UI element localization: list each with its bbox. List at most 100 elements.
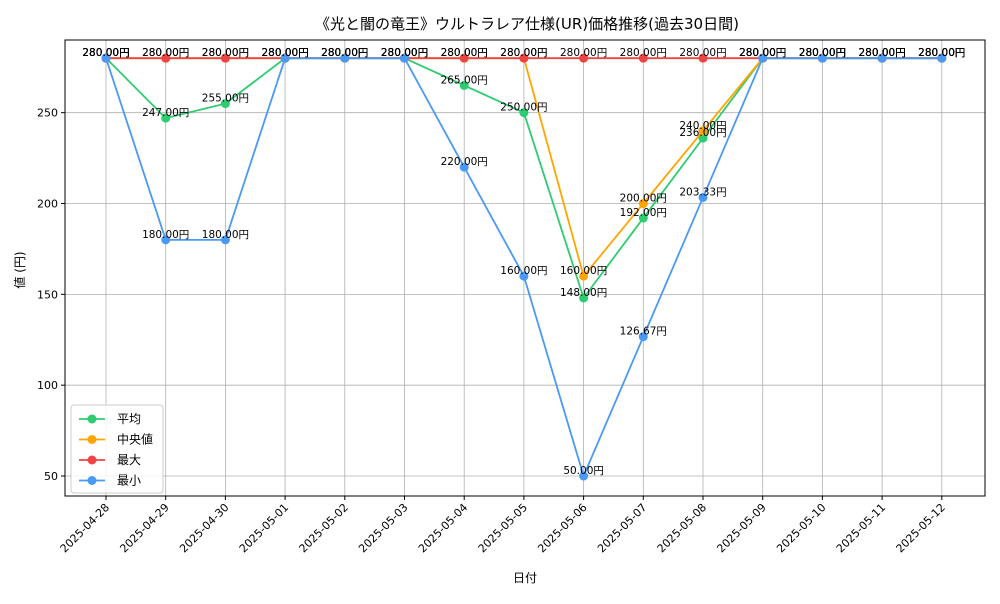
data-label: 280.00円 (381, 47, 428, 59)
data-label: 280.00円 (261, 47, 308, 59)
data-point (161, 113, 171, 123)
x-tick-label: 2025-04-28 (58, 501, 112, 555)
data-label: 180.00円 (202, 229, 249, 241)
legend-entry: 中央値 (117, 432, 153, 447)
data-label: 280.00円 (321, 47, 368, 59)
data-label: 247.00円 (142, 107, 189, 119)
data-point (579, 271, 589, 281)
legend-box (70, 404, 164, 494)
data-label: 280.00円 (799, 47, 846, 59)
data-label: 160.00円 (560, 265, 607, 277)
data-label: 280.00円 (82, 47, 129, 59)
data-label: 280.00円 (202, 47, 249, 59)
y-tick-label: 50 (44, 470, 58, 483)
data-label: 280.00円 (918, 47, 965, 59)
data-point (877, 53, 887, 63)
plot-frame (64, 39, 986, 497)
data-label: 126.67円 (620, 326, 667, 338)
x-tick-label: 2025-05-07 (595, 501, 649, 555)
data-label: 280.00円 (142, 47, 189, 59)
data-point (519, 53, 529, 63)
x-tick-label: 2025-04-29 (117, 501, 171, 555)
data-label: 50.00円 (563, 465, 604, 477)
x-tick-label: 2025-05-02 (297, 501, 351, 555)
data-label: 220.00円 (441, 156, 488, 168)
x-tick-label: 2025-05-10 (774, 501, 828, 555)
legend-marker (87, 435, 97, 444)
x-tick-label: 2025-05-09 (714, 501, 768, 555)
data-label: 280.00円 (82, 47, 129, 59)
data-label: 280.00円 (321, 47, 368, 59)
data-label: 280.00円 (858, 47, 905, 59)
x-tick-label: 2025-05-08 (655, 501, 709, 555)
data-point (579, 293, 589, 303)
data-label: 280.00円 (679, 47, 726, 59)
data-label: 280.00円 (261, 47, 308, 59)
data-label: 280.00円 (799, 47, 846, 59)
x-tick-label: 2025-04-30 (177, 501, 231, 555)
data-label: 280.00円 (381, 47, 428, 59)
data-label: 280.00円 (321, 47, 368, 59)
legend-marker (87, 455, 97, 465)
data-label: 280.00円 (799, 47, 846, 59)
data-point (519, 108, 529, 118)
data-point (101, 53, 111, 63)
data-label: 236.00円 (679, 127, 726, 139)
data-label: 280.00円 (381, 47, 428, 59)
data-point (698, 192, 708, 202)
data-label: 280.00円 (560, 47, 607, 59)
data-label: 280.00円 (858, 47, 905, 59)
data-label: 280.00円 (918, 47, 965, 59)
legend-entry: 最小 (117, 474, 141, 488)
data-point (638, 213, 648, 223)
data-point (340, 53, 350, 63)
x-tick-label: 2025-05-04 (416, 501, 470, 555)
data-label: 280.00円 (739, 47, 786, 59)
data-point (817, 53, 827, 63)
data-point (638, 199, 648, 209)
data-point (400, 53, 409, 63)
data-label: 280.00円 (799, 47, 846, 59)
data-label: 280.00円 (739, 47, 786, 59)
legend-marker (87, 414, 97, 424)
data-label: 280.00円 (381, 47, 428, 59)
data-point (220, 99, 230, 109)
data-label: 280.00円 (739, 47, 786, 59)
x-tick-label: 2025-05-11 (834, 501, 888, 555)
data-point (220, 235, 230, 245)
data-label: 280.00円 (202, 47, 249, 59)
data-label: 148.00円 (560, 287, 607, 299)
data-label: 280.00円 (739, 47, 786, 59)
data-label: 180.00円 (142, 229, 189, 241)
data-label: 280.00円 (858, 47, 905, 59)
data-label: 280.00円 (441, 47, 488, 59)
data-label: 255.00円 (202, 93, 249, 105)
data-point (459, 53, 469, 63)
data-label: 240.00円 (679, 120, 726, 132)
data-point (698, 126, 708, 136)
x-axis-label: 日付 (513, 571, 537, 585)
y-tick-label: 250 (37, 107, 58, 120)
y-tick-label: 200 (37, 198, 58, 211)
data-label: 280.00円 (261, 47, 308, 59)
y-tick-label: 100 (37, 379, 58, 392)
x-tick-label: 2025-05-03 (356, 501, 410, 555)
legend-marker (87, 476, 97, 485)
data-label: 280.00円 (82, 47, 129, 59)
data-label: 200.00円 (620, 193, 667, 205)
x-tick-label: 2025-05-12 (894, 501, 948, 555)
legend-entry: 最大 (117, 453, 141, 467)
legend-entry: 平均 (117, 412, 141, 426)
data-point (519, 271, 529, 281)
data-point (758, 53, 768, 63)
data-label: 280.00円 (142, 47, 189, 59)
data-label: 280.00円 (918, 47, 965, 59)
data-label: 250.00円 (500, 102, 547, 114)
data-label: 280.00円 (858, 47, 905, 59)
x-tick-label: 2025-05-01 (237, 501, 291, 555)
data-label: 280.00円 (82, 47, 129, 59)
data-label: 280.00円 (500, 47, 547, 59)
data-point (161, 53, 171, 63)
